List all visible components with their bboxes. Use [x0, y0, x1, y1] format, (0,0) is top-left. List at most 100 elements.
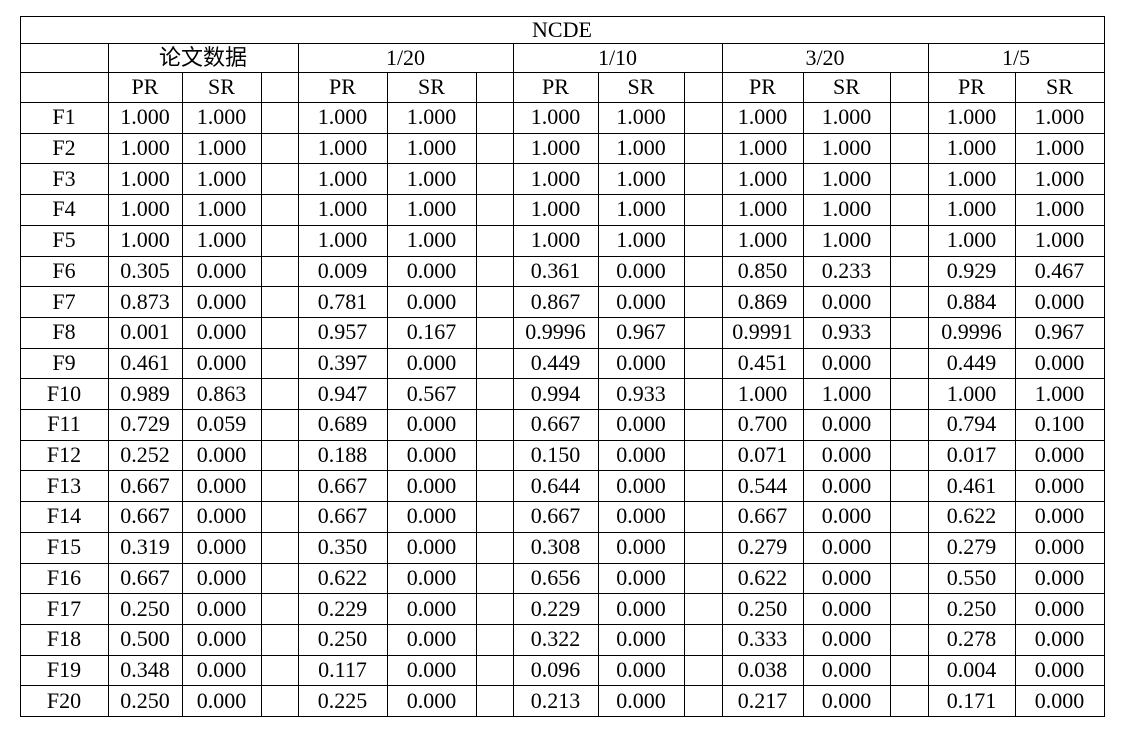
grid-line: [20, 563, 1105, 564]
cell-pr: 0.229: [530, 595, 581, 621]
cell-pr: 1.000: [120, 165, 170, 191]
cell-pr: 0.850: [737, 257, 788, 283]
cell-sr: 1.000: [821, 380, 872, 406]
grid-line: [1015, 72, 1016, 717]
cell-sr: 0.000: [616, 564, 666, 590]
cell-sr: 0.000: [406, 687, 457, 713]
cell-sr: 0.000: [196, 288, 247, 314]
cell-pr: 0.096: [530, 656, 581, 682]
subheader-sr: SR: [1046, 74, 1073, 99]
cell-sr: 1.000: [1034, 104, 1085, 130]
cell-sr: 0.000: [196, 349, 247, 375]
cell-pr: 0.250: [120, 687, 170, 713]
cell-sr: 0.000: [406, 411, 457, 437]
cell-sr: 1.000: [196, 227, 247, 253]
cell-pr: 0.397: [317, 349, 368, 375]
cell-sr: 0.000: [406, 595, 457, 621]
cell-pr: 0.213: [530, 687, 581, 713]
cell-sr: 1.000: [821, 135, 872, 161]
cell-sr: 0.000: [196, 319, 247, 345]
cell-pr: 0.449: [946, 349, 997, 375]
cell-pr: 1.000: [530, 196, 581, 222]
cell-sr: 0.000: [196, 595, 247, 621]
cell-sr: 0.000: [406, 257, 457, 283]
grid-line: [476, 72, 477, 717]
cell-sr: 0.000: [1034, 564, 1085, 590]
cell-sr: 1.000: [406, 227, 457, 253]
row-label: F7: [52, 288, 76, 314]
group-header: 论文数据: [158, 44, 247, 70]
group-header: 1/10: [597, 44, 638, 70]
cell-pr: 0.781: [317, 288, 368, 314]
grid-line: [20, 378, 1105, 379]
cell-pr: 0.947: [317, 380, 368, 406]
cell-pr: 0.361: [530, 257, 581, 283]
cell-sr: 0.967: [616, 319, 666, 345]
cell-pr: 0.9996: [525, 319, 586, 345]
cell-sr: 1.000: [616, 104, 666, 130]
cell-pr: 0.071: [737, 442, 788, 468]
cell-sr: 0.000: [821, 503, 872, 529]
cell-pr: 0.250: [317, 626, 368, 652]
cell-pr: 0.229: [317, 595, 368, 621]
cell-sr: 0.933: [821, 319, 872, 345]
cell-pr: 0.250: [946, 595, 997, 621]
row-label: F19: [46, 656, 82, 682]
cell-sr: 0.000: [196, 564, 247, 590]
cell-sr: 0.000: [616, 534, 666, 560]
cell-sr: 1.000: [616, 165, 666, 191]
cell-pr: 1.000: [946, 196, 997, 222]
cell-pr: 0.667: [120, 503, 170, 529]
cell-pr: 1.000: [946, 227, 997, 253]
row-label: F14: [46, 503, 82, 529]
cell-pr: 0.225: [317, 687, 368, 713]
grid-line: [890, 72, 891, 717]
cell-pr: 1.000: [317, 135, 368, 161]
cell-pr: 0.250: [737, 595, 788, 621]
cell-sr: 0.000: [1034, 626, 1085, 652]
cell-sr: 0.000: [821, 349, 872, 375]
cell-pr: 0.622: [317, 564, 368, 590]
grid-line: [20, 348, 1105, 349]
grid-line: [20, 655, 1105, 656]
cell-sr: 0.000: [616, 503, 666, 529]
cell-sr: 1.000: [1034, 196, 1085, 222]
cell-sr: 0.000: [821, 626, 872, 652]
grid-line: [20, 440, 1105, 441]
cell-sr: 0.000: [616, 472, 666, 498]
cell-sr: 0.000: [406, 442, 457, 468]
cell-sr: 1.000: [821, 227, 872, 253]
row-label: F9: [52, 349, 76, 375]
subheader-sr: SR: [418, 74, 445, 99]
grid-line: [20, 194, 1105, 195]
table-title: NCDE: [532, 16, 592, 42]
cell-pr: 1.000: [530, 227, 581, 253]
cell-sr: 0.000: [616, 257, 666, 283]
cell-pr: 0.009: [317, 257, 368, 283]
cell-pr: 0.348: [120, 656, 170, 682]
cell-sr: 0.000: [821, 687, 872, 713]
subheader-sr: SR: [627, 74, 655, 99]
row-label: F10: [46, 380, 82, 406]
cell-sr: 0.000: [196, 472, 247, 498]
cell-sr: 0.000: [406, 564, 457, 590]
cell-sr: 0.000: [616, 595, 666, 621]
grid-line: [20, 256, 1105, 257]
cell-sr: 0.000: [1034, 503, 1085, 529]
cell-pr: 0.667: [120, 472, 170, 498]
cell-pr: 0.544: [737, 472, 788, 498]
cell-sr: 1.000: [821, 165, 872, 191]
grid-line: [20, 16, 21, 717]
cell-pr: 0.667: [530, 503, 581, 529]
cell-pr: 0.957: [317, 319, 368, 345]
row-label: F15: [46, 534, 82, 560]
grid-line: [20, 501, 1105, 502]
cell-pr: 0.500: [120, 626, 170, 652]
cell-sr: 1.000: [821, 196, 872, 222]
cell-pr: 0.667: [737, 503, 788, 529]
cell-pr: 0.017: [946, 442, 997, 468]
grid-line: [513, 43, 514, 717]
cell-pr: 1.000: [120, 135, 170, 161]
grid-line: [20, 72, 1105, 73]
cell-sr: 0.000: [821, 288, 872, 314]
